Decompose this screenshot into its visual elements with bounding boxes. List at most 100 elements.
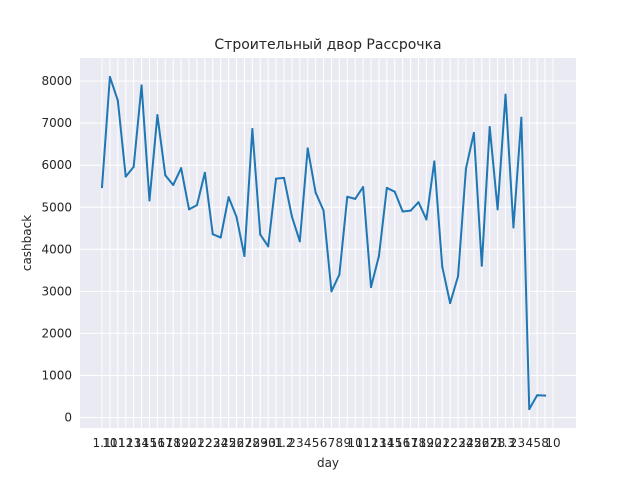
x-tick-label: 8	[541, 436, 549, 450]
x-tick-label: 4	[304, 436, 312, 450]
x-tick-label: 14	[379, 436, 394, 450]
data-point	[354, 197, 357, 200]
data-point	[449, 302, 452, 305]
plot-area	[80, 58, 576, 428]
y-tick-label: 6000	[41, 158, 72, 172]
x-tick-label: 21	[189, 436, 204, 450]
y-tick-label: 2000	[41, 326, 72, 340]
data-point	[409, 209, 412, 212]
data-point	[282, 176, 285, 179]
x-tick-label: 22	[197, 436, 212, 450]
data-point	[401, 210, 404, 213]
data-point	[101, 186, 103, 189]
data-point	[330, 290, 333, 293]
x-tick-label: 15	[142, 436, 157, 450]
data-point	[108, 75, 111, 78]
x-tick-label: 28	[245, 436, 260, 450]
data-point	[544, 394, 547, 397]
x-tick-label: 13	[371, 436, 386, 450]
data-point	[132, 165, 135, 168]
data-point	[528, 408, 531, 411]
data-point	[211, 233, 214, 236]
data-point	[314, 191, 317, 194]
data-point	[441, 265, 444, 268]
data-point	[195, 204, 198, 207]
data-point	[148, 199, 151, 202]
x-tick-label: 19	[173, 436, 188, 450]
x-tick-label: 20	[181, 436, 196, 450]
x-tick-label: 7	[328, 436, 336, 450]
data-point	[504, 93, 507, 96]
data-point	[322, 209, 325, 212]
data-point	[536, 394, 539, 397]
data-point	[472, 131, 475, 134]
x-tick-label: 3	[296, 436, 304, 450]
data-point	[306, 147, 309, 150]
data-point	[362, 186, 365, 189]
x-tick-label: 3	[518, 436, 526, 450]
x-tick-label: 2	[510, 436, 518, 450]
x-tick-label: 23	[450, 436, 465, 450]
data-point	[290, 215, 293, 218]
data-point	[219, 236, 222, 239]
data-point	[464, 167, 467, 170]
data-point	[377, 255, 380, 258]
x-tick-label: 5	[533, 436, 541, 450]
x-tick-label: 28	[490, 436, 505, 450]
x-tick-label: 30	[261, 436, 276, 450]
data-point	[235, 215, 238, 218]
y-tick-label: 1000	[41, 368, 72, 382]
y-tick-label: 7000	[41, 116, 72, 130]
x-tick-label: 26	[474, 436, 489, 450]
data-point	[259, 233, 262, 236]
data-point	[227, 196, 230, 199]
x-tick-label: 18	[411, 436, 426, 450]
x-tick-label: 26	[229, 436, 244, 450]
data-point	[385, 186, 388, 189]
x-tick-label: 16	[395, 436, 410, 450]
x-tick-label: 17	[403, 436, 418, 450]
y-tick-label: 3000	[41, 284, 72, 298]
x-tick-label: 10	[545, 436, 560, 450]
x-tick-label: 13	[126, 436, 141, 450]
x-tick-label: 5	[312, 436, 320, 450]
data-point	[298, 240, 301, 243]
x-tick-label: 1.3	[496, 436, 515, 450]
x-tick-label: 11	[110, 436, 125, 450]
x-tick-label: 20	[427, 436, 442, 450]
x-tick-label: 22	[442, 436, 457, 450]
data-point	[488, 125, 491, 128]
x-tick-label: 11	[355, 436, 370, 450]
chart-title: Строительный двор Рассрочка	[214, 37, 441, 53]
data-point	[164, 174, 167, 177]
data-point	[433, 160, 436, 163]
x-tick-label: 27	[237, 436, 252, 450]
data-point	[338, 273, 341, 276]
x-tick-label: 17	[158, 436, 173, 450]
x-tick-label: 9	[343, 436, 351, 450]
data-point	[520, 116, 523, 119]
data-point	[203, 171, 206, 174]
data-point	[156, 114, 159, 117]
x-tick-label: 10	[348, 436, 363, 450]
x-tick-label: 23	[205, 436, 220, 450]
x-tick-label: 1.1	[92, 436, 111, 450]
y-tick-label: 0	[64, 410, 72, 424]
data-point	[496, 208, 499, 211]
x-tick-label: 6	[320, 436, 328, 450]
x-tick-label: 8	[336, 436, 344, 450]
x-tick-label: 4	[525, 436, 533, 450]
x-tick-label: 24	[213, 436, 228, 450]
data-point	[393, 190, 396, 193]
x-tick-label: 25	[221, 436, 236, 450]
x-tick-label: 25	[466, 436, 481, 450]
data-point	[180, 167, 183, 170]
data-point	[251, 128, 254, 131]
data-point	[172, 183, 175, 186]
data-point	[124, 175, 127, 178]
data-point	[267, 245, 270, 248]
x-tick-label: 1.2	[274, 436, 293, 450]
x-tick-label: 14	[134, 436, 149, 450]
